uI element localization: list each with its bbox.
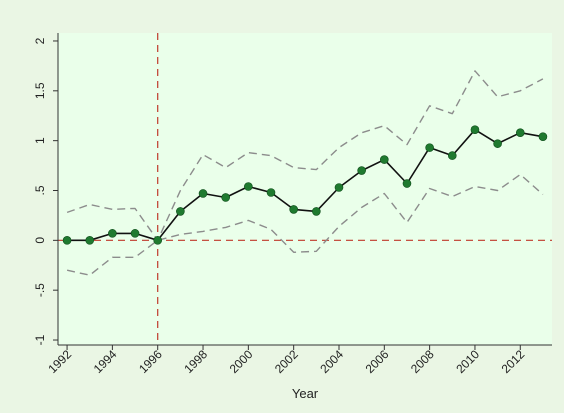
x-tick-label: 1992 [45, 347, 74, 376]
estimate-point [426, 144, 434, 152]
estimate-point [494, 140, 502, 148]
estimate-point [358, 167, 366, 175]
estimate-point [290, 205, 298, 213]
x-tick-label: 2008 [408, 347, 437, 376]
estimate-point [176, 207, 184, 215]
estimate-point [312, 207, 320, 215]
estimate-point [131, 229, 139, 237]
estimate-point [380, 156, 388, 164]
estimate-point [199, 189, 207, 197]
x-tick-label: 1996 [136, 347, 165, 376]
y-tick-label: -1 [33, 334, 47, 345]
estimate-point [335, 184, 343, 192]
y-tick-label: 1 [33, 137, 47, 144]
y-tick-label: .5 [33, 185, 47, 195]
estimate-point [516, 129, 524, 137]
x-tick-label: 2012 [499, 347, 528, 376]
estimate-point [448, 152, 456, 160]
x-tick-labels: 1992 1994 1996 1998 2000 2002 2004 2006 2008 2010… [45, 347, 527, 376]
x-tick-label: 2004 [317, 347, 346, 376]
estimate-point [471, 126, 479, 134]
x-tick-label: 2010 [453, 347, 482, 376]
estimate-point [403, 180, 411, 188]
plot-background [58, 33, 552, 345]
estimate-point [108, 229, 116, 237]
estimate-point [539, 133, 547, 141]
x-tick-label: 2000 [227, 347, 256, 376]
y-tick-label: 0 [33, 237, 47, 244]
estimate-point [154, 236, 162, 244]
estimate-point [267, 188, 275, 196]
x-tick-label: 2002 [272, 347, 301, 376]
estimate-point [63, 236, 71, 244]
y-tick-labels: -1 -.5 0 .5 1 1.5 2 [33, 37, 47, 345]
y-tick-label: 2 [33, 37, 47, 44]
estimate-point [222, 193, 230, 201]
x-tick-label: 1998 [181, 347, 210, 376]
y-tick-label: -.5 [33, 283, 47, 297]
x-axis-title: Year [292, 386, 319, 401]
estimate-point [244, 183, 252, 191]
estimate-point [86, 236, 94, 244]
x-tick-label: 2006 [363, 347, 392, 376]
y-tick-label: 1.5 [33, 82, 47, 99]
x-tick-label: 1994 [91, 347, 120, 376]
